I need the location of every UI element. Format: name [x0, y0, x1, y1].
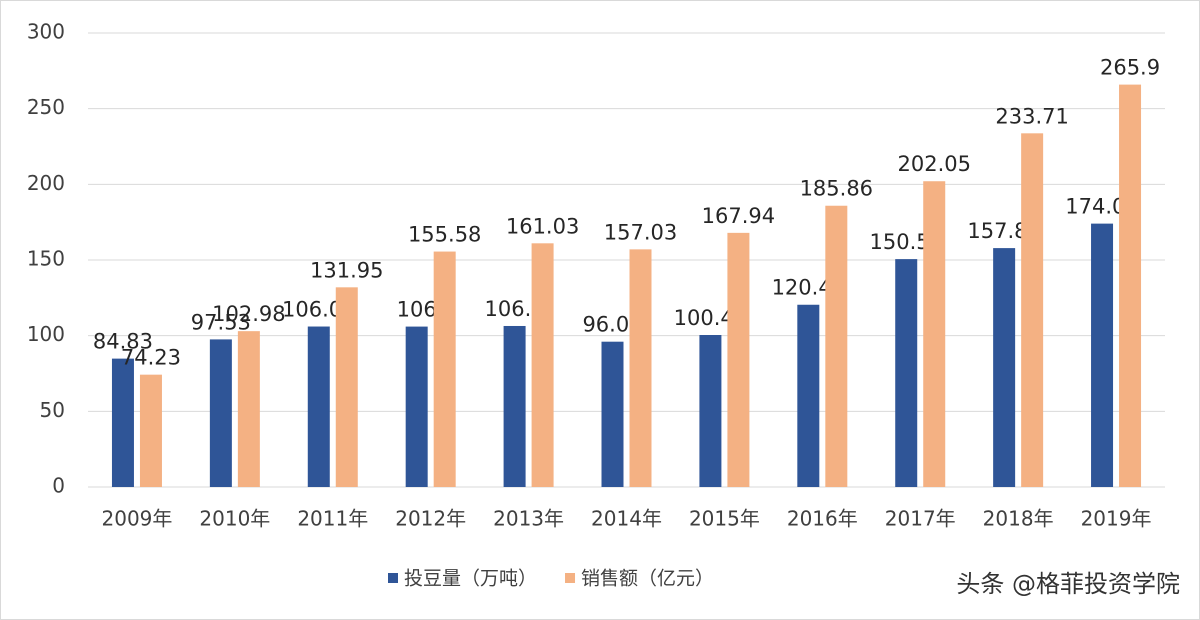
- bar: [1021, 133, 1044, 488]
- bar: [923, 181, 946, 487]
- bar: [335, 287, 358, 487]
- x-tick-label: 2019年: [1081, 507, 1152, 531]
- value-label: 74.23: [121, 346, 181, 370]
- y-tick-label: 0: [52, 474, 65, 498]
- watermark: 头条 @格菲投资学院: [956, 570, 1180, 598]
- legend-label: 投豆量（万吨）: [404, 568, 537, 590]
- x-tick-label: 2015年: [689, 507, 760, 531]
- bar: [139, 374, 162, 487]
- x-tick-label: 2016年: [787, 507, 858, 531]
- x-tick-label: 2014年: [591, 507, 662, 531]
- value-label: 102.98: [212, 302, 285, 326]
- x-tick-label: 2013年: [493, 507, 564, 531]
- value-label: 84.83: [93, 330, 153, 354]
- bar: [503, 325, 526, 487]
- value-label: 185.86: [800, 177, 873, 201]
- y-tick-label: 100: [27, 322, 65, 346]
- value-label: 131.95: [310, 258, 383, 282]
- x-tick-label: 2012年: [395, 507, 466, 531]
- legend-label: 销售额（亿元）: [581, 568, 714, 590]
- x-tick-label: 2018年: [983, 507, 1054, 531]
- bar: [797, 304, 820, 487]
- value-label: 97.53: [191, 310, 251, 334]
- bar: [895, 259, 918, 487]
- y-tick-label: 50: [40, 398, 65, 422]
- bar: [1091, 223, 1114, 488]
- y-tick-label: 150: [27, 247, 65, 271]
- value-label: 161.03: [506, 214, 579, 238]
- bar: [531, 243, 554, 487]
- value-label: 155.58: [408, 223, 481, 247]
- bar: [307, 326, 330, 487]
- legend-swatch: [565, 573, 576, 583]
- bar: [699, 335, 722, 487]
- value-label: 233.71: [995, 104, 1068, 128]
- value-label: 167.94: [702, 204, 775, 228]
- y-tick-label: 200: [27, 171, 65, 195]
- x-tick-label: 2011年: [297, 507, 368, 531]
- x-tick-label: 2010年: [199, 507, 270, 531]
- value-label: 265.9: [1100, 56, 1160, 80]
- bar: [993, 248, 1016, 487]
- bar: [629, 249, 652, 487]
- bar: [237, 331, 260, 487]
- bar: [1119, 84, 1142, 487]
- bar: [405, 326, 428, 487]
- bar: [727, 232, 750, 487]
- x-tick-label: 2017年: [885, 507, 956, 531]
- bar: [601, 341, 624, 487]
- y-tick-label: 250: [27, 95, 65, 119]
- x-tick-label: 2009年: [102, 507, 173, 531]
- bar: [111, 358, 134, 487]
- legend-swatch: [388, 573, 398, 583]
- value-label: 106: [397, 298, 437, 322]
- bar: [433, 251, 456, 487]
- bar: [825, 205, 848, 487]
- y-tick-label: 300: [27, 20, 65, 44]
- bar: [209, 339, 232, 487]
- value-label: 157.03: [604, 220, 677, 244]
- value-label: 202.05: [897, 152, 970, 176]
